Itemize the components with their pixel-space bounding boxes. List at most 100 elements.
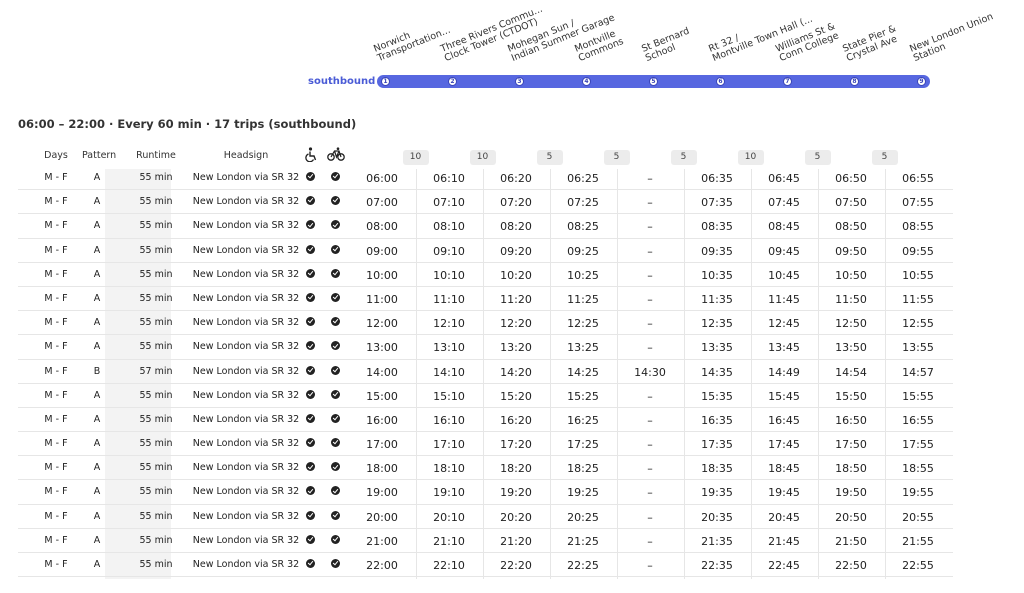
- time-cell[interactable]: 19:25: [567, 486, 599, 500]
- time-cell[interactable]: –: [647, 341, 653, 355]
- time-cell[interactable]: 11:25: [567, 292, 599, 306]
- table-row[interactable]: M - F B 57 min New London via SR 32 14:00 14:…: [18, 360, 953, 384]
- time-cell[interactable]: 12:10: [433, 317, 465, 331]
- time-cell[interactable]: 10:10: [433, 268, 465, 282]
- time-cell[interactable]: 06:35: [701, 172, 733, 185]
- time-cell[interactable]: –: [647, 244, 653, 258]
- time-cell[interactable]: 22:50: [835, 559, 867, 572]
- time-cell[interactable]: 12:50: [835, 317, 867, 331]
- time-cell[interactable]: 17:50: [835, 438, 867, 452]
- time-cell[interactable]: 22:00: [366, 559, 398, 572]
- time-cell[interactable]: 15:25: [567, 389, 599, 403]
- time-cell[interactable]: 18:45: [768, 462, 800, 476]
- time-cell[interactable]: 15:35: [701, 389, 733, 403]
- time-cell[interactable]: –: [647, 413, 653, 427]
- time-cell[interactable]: 19:20: [500, 486, 532, 500]
- table-row[interactable]: M - F A 55 min New London via SR 32 06:00 06:…: [18, 166, 953, 191]
- time-cell[interactable]: 22:45: [768, 559, 800, 572]
- time-cell[interactable]: –: [647, 559, 653, 572]
- table-row[interactable]: M - F A 55 min New London via SR 32 12:00 12:…: [18, 311, 953, 336]
- time-cell[interactable]: 14:25: [567, 365, 599, 379]
- time-cell[interactable]: –: [647, 317, 653, 331]
- time-cell[interactable]: –: [647, 172, 653, 185]
- time-cell[interactable]: 22:35: [701, 559, 733, 572]
- time-cell[interactable]: 10:45: [768, 268, 800, 282]
- table-row[interactable]: M - F A 55 min New London via SR 32 19:00 19:…: [18, 480, 953, 505]
- time-cell[interactable]: 13:55: [902, 341, 934, 355]
- time-cell[interactable]: 18:25: [567, 462, 599, 476]
- time-cell[interactable]: 18:10: [433, 462, 465, 476]
- time-cell[interactable]: 17:35: [701, 438, 733, 452]
- time-cell[interactable]: 13:00: [366, 341, 398, 355]
- stop-name-9[interactable]: New London Union Station: [908, 11, 999, 64]
- time-cell[interactable]: 21:45: [768, 534, 800, 548]
- time-cell[interactable]: 10:00: [366, 268, 398, 282]
- time-cell[interactable]: 21:25: [567, 534, 599, 548]
- stop-marker-4[interactable]: 4: [582, 77, 591, 86]
- time-cell[interactable]: 14:49: [768, 365, 800, 379]
- time-cell[interactable]: 16:10: [433, 413, 465, 427]
- time-cell[interactable]: 21:50: [835, 534, 867, 548]
- time-cell[interactable]: 20:10: [433, 510, 465, 524]
- table-row[interactable]: M - F A 55 min New London via SR 32 18:00 18:…: [18, 456, 953, 481]
- time-cell[interactable]: 06:45: [768, 172, 800, 185]
- stop-marker-2[interactable]: 2: [448, 77, 457, 86]
- time-cell[interactable]: 07:00: [366, 196, 398, 210]
- time-cell[interactable]: 14:20: [500, 365, 532, 379]
- time-cell[interactable]: 13:45: [768, 341, 800, 355]
- time-cell[interactable]: 19:45: [768, 486, 800, 500]
- time-cell[interactable]: 13:50: [835, 341, 867, 355]
- table-row[interactable]: M - F A 55 min New London via SR 32 20:00 20:…: [18, 505, 953, 529]
- time-cell[interactable]: –: [647, 438, 653, 452]
- table-row[interactable]: M - F A 55 min New London via SR 32 08:00 08:…: [18, 214, 953, 239]
- time-cell[interactable]: 11:35: [701, 292, 733, 306]
- time-cell[interactable]: 19:55: [902, 486, 934, 500]
- time-cell[interactable]: –: [647, 510, 653, 524]
- time-cell[interactable]: 09:55: [902, 244, 934, 258]
- time-cell[interactable]: 12:35: [701, 317, 733, 331]
- time-cell[interactable]: 18:35: [701, 462, 733, 476]
- time-cell[interactable]: 22:25: [567, 559, 599, 572]
- stop-marker-3[interactable]: 3: [515, 77, 524, 86]
- time-cell[interactable]: 22:10: [433, 559, 465, 572]
- time-cell[interactable]: 10:55: [902, 268, 934, 282]
- table-row[interactable]: M - F A 55 min New London via SR 32 16:00 16:…: [18, 408, 953, 433]
- time-cell[interactable]: 22:20: [500, 559, 532, 572]
- time-cell[interactable]: 10:35: [701, 268, 733, 282]
- time-cell[interactable]: 13:10: [433, 341, 465, 355]
- header-days[interactable]: Days: [44, 150, 68, 161]
- time-cell[interactable]: 16:00: [366, 413, 398, 427]
- time-cell[interactable]: 09:20: [500, 244, 532, 258]
- time-cell[interactable]: 18:55: [902, 462, 934, 476]
- time-cell[interactable]: 09:25: [567, 244, 599, 258]
- stop-marker-7[interactable]: 7: [783, 77, 792, 86]
- time-cell[interactable]: 14:35: [701, 365, 733, 379]
- time-cell[interactable]: 13:25: [567, 341, 599, 355]
- time-cell[interactable]: –: [647, 389, 653, 403]
- time-cell[interactable]: 15:45: [768, 389, 800, 403]
- time-cell[interactable]: 19:35: [701, 486, 733, 500]
- time-cell[interactable]: 16:25: [567, 413, 599, 427]
- time-cell[interactable]: 12:25: [567, 317, 599, 331]
- time-cell[interactable]: 09:50: [835, 244, 867, 258]
- time-cell[interactable]: –: [647, 486, 653, 500]
- stop-name-8[interactable]: State Pier & Crystal Ave: [841, 23, 902, 64]
- time-cell[interactable]: –: [647, 220, 653, 234]
- time-cell[interactable]: 21:20: [500, 534, 532, 548]
- time-cell[interactable]: 16:55: [902, 413, 934, 427]
- time-cell[interactable]: 14:00: [366, 365, 398, 379]
- time-cell[interactable]: 09:00: [366, 244, 398, 258]
- stop-marker-8[interactable]: 8: [850, 77, 859, 86]
- time-cell[interactable]: –: [647, 534, 653, 548]
- table-row[interactable]: M - F A 55 min New London via SR 32 10:00 10:…: [18, 263, 953, 287]
- table-row[interactable]: M - F A 55 min New London via SR 32 17:00 17:…: [18, 432, 953, 457]
- time-cell[interactable]: 11:45: [768, 292, 800, 306]
- time-cell[interactable]: 15:50: [835, 389, 867, 403]
- time-cell[interactable]: 10:25: [567, 268, 599, 282]
- time-cell[interactable]: 18:20: [500, 462, 532, 476]
- time-cell[interactable]: 20:25: [567, 510, 599, 524]
- time-cell[interactable]: 14:57: [902, 365, 934, 379]
- time-cell[interactable]: 20:35: [701, 510, 733, 524]
- table-row[interactable]: M - F A 55 min New London via SR 32 21:00 21:…: [18, 529, 953, 553]
- stop-name-5[interactable]: St Bernard School: [640, 26, 695, 64]
